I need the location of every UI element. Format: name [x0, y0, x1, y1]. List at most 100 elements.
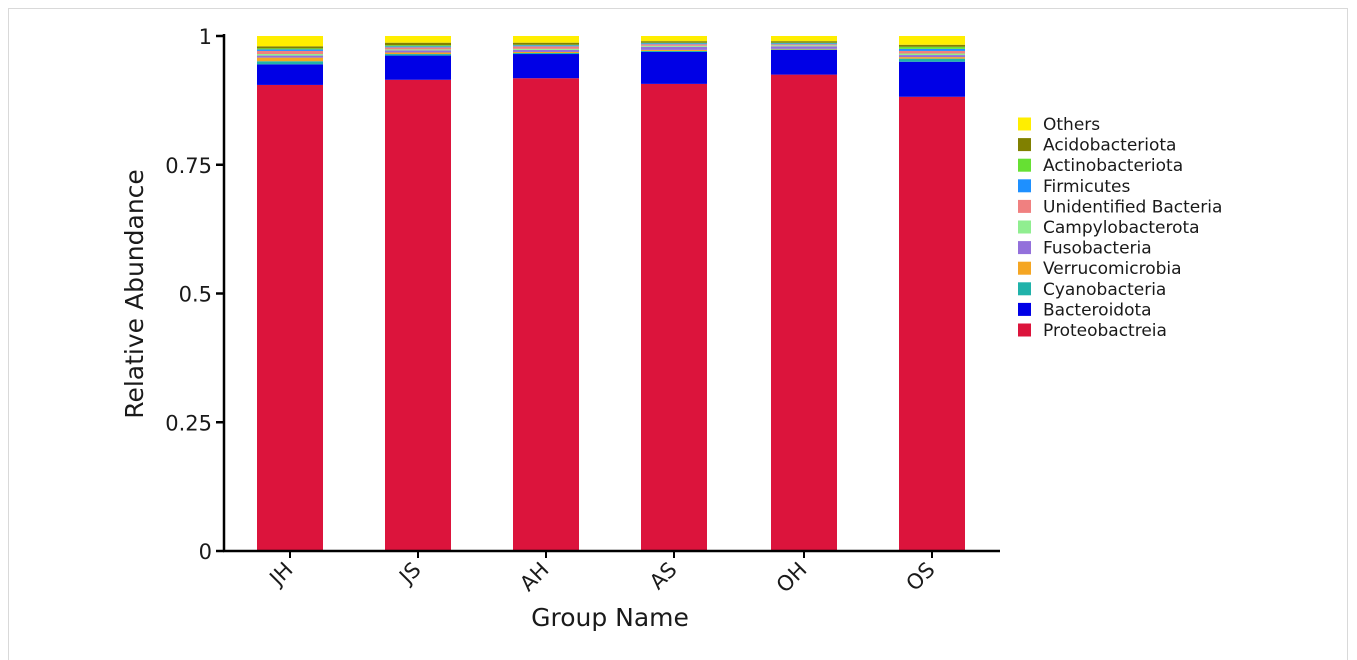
bar-segment-ah-campylobacterota — [513, 48, 579, 50]
legend-swatch — [1018, 117, 1031, 131]
legend-item-proteobactreia: Proteobactreia — [1018, 321, 1167, 341]
bar-segment-os-actinobacteriota — [899, 46, 965, 49]
bar-segment-oh-bacteroidota — [771, 49, 837, 75]
bar-segment-ah-firmicutes — [513, 45, 579, 47]
bar-segment-os-firmicutes — [899, 48, 965, 51]
bar-segment-js-actinobacteriota — [385, 45, 451, 47]
bar-oh — [771, 36, 837, 551]
x-tick-label-os: OS — [901, 558, 939, 596]
bar-segment-jh-unidentified-bacteria — [257, 50, 323, 55]
legend-label: Others — [1043, 115, 1100, 135]
bar-segment-oh-unidentified-bacteria — [771, 44, 837, 46]
legend-swatch — [1018, 282, 1031, 296]
bar-segment-as-firmicutes — [641, 43, 707, 45]
bar-segment-js-campylobacterota — [385, 49, 451, 51]
bar-segment-as-bacteroidota — [641, 51, 707, 84]
legend-swatch — [1018, 241, 1031, 255]
figure-frame — [8, 8, 1348, 660]
bar-segment-js-firmicutes — [385, 46, 451, 48]
legend-label: Fusobacteria — [1043, 239, 1152, 259]
legend-item-bacteroidota: Bacteroidota — [1018, 300, 1152, 320]
bar-segment-jh-firmicutes — [257, 49, 323, 51]
legend-item-unidentified-bacteria: Unidentified Bacteria — [1018, 197, 1222, 217]
bar-segment-as-proteobactreia — [641, 83, 707, 552]
legend-item-cyanobacteria: Cyanobacteria — [1018, 280, 1166, 300]
legend-swatch — [1018, 158, 1031, 172]
y-tick-label: 0.25 — [165, 411, 212, 435]
bar-segment-js-fusobacteria — [385, 50, 451, 53]
x-tick-label-as: AS — [645, 558, 682, 595]
legend-label: Acidobacteriota — [1043, 136, 1176, 156]
bar-segment-ah-verrucomicrobia — [513, 51, 579, 53]
bar-segment-js-unidentified-bacteria — [385, 47, 451, 50]
bar-segment-ah-unidentified-bacteria — [513, 46, 579, 49]
legend-label: Verrucomicrobia — [1043, 259, 1182, 279]
bar-segment-jh-bacteroidota — [257, 64, 323, 85]
x-tick-label-js: JS — [393, 558, 425, 590]
bar-segment-oh-proteobactreia — [771, 74, 837, 551]
x-axis-title: Group Name — [531, 603, 689, 632]
bar-segment-os-acidobacteriota — [899, 44, 965, 47]
legend-label: Firmicutes — [1043, 177, 1130, 197]
bar-segment-oh-verrucomicrobia — [771, 48, 837, 50]
bar-segment-jh-campylobacterota — [257, 54, 323, 56]
bars-group — [257, 36, 965, 552]
bar-segment-oh-cyanobacteria — [771, 49, 837, 50]
bar-segment-os-verrucomicrobia — [899, 57, 965, 59]
bar-jh — [257, 36, 323, 552]
bar-segment-jh-actinobacteriota — [257, 48, 323, 50]
bar-segment-ah-others — [513, 36, 579, 43]
bar-as — [641, 36, 707, 552]
legend-label: Proteobactreia — [1043, 321, 1167, 341]
legend-label: Actinobacteriota — [1043, 156, 1183, 176]
y-axis-title: Relative Abundance — [120, 169, 149, 419]
y-tick-label: 1 — [199, 25, 212, 49]
legend-swatch — [1018, 323, 1031, 337]
y-tick-label: 0.75 — [165, 154, 212, 178]
legend-label: Campylobacterota — [1043, 218, 1200, 238]
bar-segment-as-campylobacterota — [641, 45, 707, 47]
legend-item-firmicutes: Firmicutes — [1018, 177, 1130, 197]
bar-segment-js-proteobactreia — [385, 79, 451, 552]
bar-segment-as-others — [641, 36, 707, 42]
bar-segment-jh-acidobacteriota — [257, 46, 323, 49]
bar-segment-as-cyanobacteria — [641, 50, 707, 52]
bar-segment-oh-others — [771, 36, 837, 42]
legend-item-actinobacteriota: Actinobacteriota — [1018, 156, 1183, 176]
bar-segment-js-verrucomicrobia — [385, 52, 451, 55]
bar-segment-jh-verrucomicrobia — [257, 57, 323, 62]
legend-swatch — [1018, 220, 1031, 234]
bar-segment-ah-cyanobacteria — [513, 52, 579, 55]
bar-segment-os-others — [899, 36, 965, 45]
bar-segment-jh-others — [257, 36, 323, 47]
bar-segment-os-proteobactreia — [899, 96, 965, 552]
bar-os — [899, 36, 965, 552]
bar-ah — [513, 36, 579, 551]
bar-segment-oh-actinobacteriota — [771, 42, 837, 44]
bar-segment-js-acidobacteriota — [385, 42, 451, 46]
bar-segment-oh-campylobacterota — [771, 45, 837, 47]
bar-segment-js-bacteroidota — [385, 55, 451, 80]
legend-swatch — [1018, 302, 1031, 316]
bar-segment-ah-proteobactreia — [513, 78, 579, 551]
bar-segment-os-campylobacterota — [899, 53, 965, 56]
legend-label: Cyanobacteria — [1043, 280, 1166, 300]
y-tick-label: 0 — [199, 540, 212, 564]
legend-item-campylobacterota: Campylobacterota — [1018, 218, 1200, 238]
legend: OthersAcidobacteriotaActinobacteriotaFir… — [1018, 115, 1222, 341]
bar-segment-as-actinobacteriota — [641, 42, 707, 44]
bar-segment-oh-fusobacteria — [771, 46, 837, 49]
legend-item-others: Others — [1018, 115, 1100, 135]
bar-segment-ah-actinobacteriota — [513, 44, 579, 46]
legend-swatch — [1018, 179, 1031, 193]
x-axis: JH JS AH AS OH OS — [223, 549, 1000, 598]
bar-segment-jh-fusobacteria — [257, 55, 323, 58]
bar-segment-as-acidobacteriota — [641, 41, 707, 43]
bar-segment-jh-cyanobacteria — [257, 61, 323, 65]
x-tick-label-oh: OH — [772, 558, 812, 598]
y-axis: 0 0.25 0.5 0.75 1 — [165, 25, 226, 564]
bar-segment-os-cyanobacteria — [899, 58, 965, 62]
legend-item-acidobacteriota: Acidobacteriota — [1018, 136, 1176, 156]
bar-segment-as-fusobacteria — [641, 46, 707, 50]
